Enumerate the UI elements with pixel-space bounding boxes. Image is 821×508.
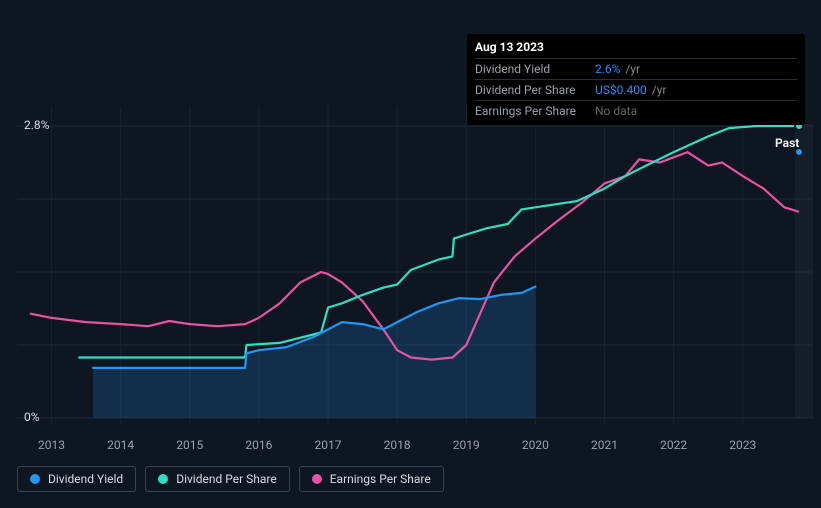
x-axis-tick-label: 2013 (38, 438, 65, 452)
tooltip-row-value: No data (595, 101, 797, 122)
tooltip-row-label: Dividend Per Share (475, 80, 595, 101)
y-axis-tick-label: 0% (24, 410, 40, 424)
x-axis-tick-label: 2017 (315, 438, 342, 452)
legend-item[interactable]: Earnings Per Share (299, 466, 444, 492)
legend-item[interactable]: Dividend Yield (17, 466, 136, 492)
x-axis-tick-label: 2015 (176, 438, 203, 452)
tooltip-row-value: 2.6% /yr (595, 59, 797, 80)
x-axis-tick-label: 2016 (245, 438, 272, 452)
tooltip-row-value: US$0.400 /yr (595, 80, 797, 101)
x-axis-tick-label: 2021 (591, 438, 618, 452)
x-axis-tick-label: 2014 (107, 438, 134, 452)
x-axis-tick-label: 2019 (453, 438, 480, 452)
y-axis-tick-label: 2.8% (24, 118, 49, 132)
x-axis-tick-label: 2022 (660, 438, 687, 452)
tooltip-row-label: Dividend Yield (475, 59, 595, 80)
x-axis-tick-label: 2018 (384, 438, 411, 452)
legend-item[interactable]: Dividend Per Share (145, 466, 290, 492)
tooltip-date: Aug 13 2023 (475, 40, 797, 54)
hover-tooltip: Aug 13 2023 Dividend Yield2.6% /yrDivide… (467, 34, 805, 125)
chart-container: Aug 13 2023 Dividend Yield2.6% /yrDivide… (0, 0, 821, 508)
chart-legend: Dividend Yield Dividend Per Share Earnings… (17, 466, 444, 492)
tooltip-row: Earnings Per ShareNo data (475, 101, 797, 122)
legend-label: Earnings Per Share (330, 472, 431, 486)
tooltip-row: Dividend Per ShareUS$0.400 /yr (475, 80, 797, 101)
legend-dot-icon (158, 474, 168, 484)
tooltip-table: Dividend Yield2.6% /yrDividend Per Share… (475, 58, 797, 121)
legend-label: Dividend Yield (48, 472, 123, 486)
tooltip-row-label: Earnings Per Share (475, 101, 595, 122)
legend-label: Dividend Per Share (176, 472, 277, 486)
legend-dot-icon (30, 474, 40, 484)
legend-dot-icon (312, 474, 322, 484)
x-axis-tick-label: 2023 (729, 438, 756, 452)
tooltip-row: Dividend Yield2.6% /yr (475, 59, 797, 80)
x-axis-tick-label: 2020 (522, 438, 549, 452)
